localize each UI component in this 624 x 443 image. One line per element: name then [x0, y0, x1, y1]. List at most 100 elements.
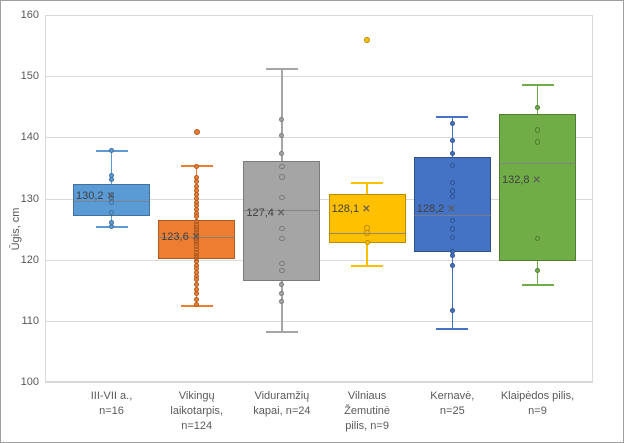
- data-point-open: [449, 234, 456, 241]
- category-label-line: n=25: [439, 405, 465, 417]
- category-label: III-VII a., n=16: [60, 389, 164, 419]
- whisker-cap-high: [521, 84, 554, 87]
- data-point: [279, 291, 285, 297]
- category-label-line: Kernavė,: [430, 390, 475, 402]
- data-point-open: [449, 179, 456, 186]
- category-label-line: Žemutinė: [344, 405, 391, 417]
- data-point-open: [449, 162, 456, 169]
- data-point-open: [279, 225, 285, 232]
- whisker-cap-low: [265, 330, 298, 333]
- data-point: [194, 296, 200, 302]
- category-label-line: pilis, n=9: [345, 420, 389, 432]
- whisker-cap-low: [436, 328, 469, 331]
- median-line: [413, 215, 491, 216]
- data-point: [279, 299, 285, 305]
- data-point: [449, 252, 455, 258]
- data-point: [194, 286, 200, 292]
- y-tick-label: 120: [20, 253, 39, 266]
- category-label-line: n=9: [528, 405, 547, 417]
- data-point: [279, 281, 285, 287]
- data-point: [194, 301, 200, 307]
- gridline: [45, 382, 593, 383]
- mean-marker: ✕: [362, 204, 371, 216]
- data-point-open: [534, 139, 541, 145]
- data-point: [194, 281, 200, 287]
- data-point-open: [279, 194, 285, 201]
- category-label: Klaipėdos pilis, n=9: [486, 389, 590, 419]
- y-tick-label: 130: [20, 192, 39, 205]
- category-label: Vilniaus Žemutinė pilis, n=9: [315, 389, 419, 434]
- mean-value-label: 132,8: [501, 174, 530, 187]
- data-point: [194, 291, 200, 297]
- data-point: [364, 240, 370, 246]
- gridline: [45, 76, 593, 78]
- outlier-point: [193, 128, 200, 135]
- category-label-line: Klaipėdos pilis,: [500, 390, 575, 402]
- data-point: [449, 151, 455, 157]
- data-point: [535, 267, 540, 273]
- data-point-open: [279, 163, 285, 170]
- data-point-open: [449, 188, 456, 194]
- whisker-cap-high: [351, 181, 384, 184]
- category-label: Kernavė, n=25: [400, 389, 504, 419]
- data-point-open: [193, 255, 200, 261]
- median-line: [499, 163, 576, 165]
- mean-marker: ✕: [191, 231, 201, 243]
- data-point: [449, 137, 455, 143]
- data-point: [109, 223, 114, 229]
- gridline: [45, 137, 593, 139]
- category-label-line: III-VII a.,: [90, 390, 133, 402]
- data-point: [279, 117, 285, 123]
- category-label-line: Vikingų: [178, 390, 215, 402]
- data-point-open: [279, 174, 285, 180]
- y-tick-label: 110: [21, 314, 39, 327]
- data-point: [449, 263, 455, 269]
- data-point: [449, 121, 455, 127]
- mean-value-label: 127,4: [246, 207, 274, 220]
- gridline: [45, 15, 593, 16]
- data-point-open: [279, 267, 285, 274]
- category-label-line: n=124: [181, 420, 213, 432]
- gridline: [45, 320, 593, 322]
- data-point-open: [108, 199, 115, 205]
- data-point-open: [279, 235, 285, 241]
- y-tick-label: 150: [20, 70, 39, 83]
- mean-marker: ✕: [276, 208, 286, 220]
- category-label: Viduramžių kapai, n=24: [230, 389, 334, 419]
- mean-value-label: 123,6: [161, 230, 189, 243]
- median-line: [243, 210, 321, 212]
- whisker-cap-low: [351, 265, 384, 268]
- data-point: [449, 307, 455, 313]
- category-label: Vikingų laikotarpis, n=124: [145, 389, 249, 434]
- data-point-open: [449, 226, 456, 232]
- category-label-line: n=16: [99, 405, 124, 417]
- mean-value-label: 128,1: [331, 203, 360, 216]
- data-point: [535, 104, 540, 110]
- data-point-open: [108, 209, 115, 216]
- data-point: [194, 214, 200, 220]
- data-point-open: [279, 260, 285, 267]
- whisker-cap-high: [265, 68, 298, 71]
- mean-marker: ✕: [532, 175, 541, 187]
- data-point: [279, 151, 285, 157]
- data-point-open: [449, 217, 456, 224]
- whisker-cap-low: [521, 283, 554, 286]
- data-point-open: [534, 127, 541, 133]
- data-point: [194, 163, 200, 169]
- data-point: [109, 148, 114, 154]
- data-point-open: [534, 235, 541, 241]
- mean-value-label: 128,2: [416, 202, 445, 215]
- mean-marker: ✕: [447, 203, 456, 215]
- outlier-point: [364, 37, 371, 44]
- data-point: [109, 177, 114, 183]
- y-tick-label: 140: [20, 131, 39, 144]
- category-label-line: Viduramžių: [254, 390, 310, 402]
- box[interactable]: [499, 114, 576, 262]
- data-point-open: [364, 230, 370, 236]
- data-point: [279, 132, 285, 138]
- category-label-line: laikotarpis,: [170, 405, 223, 417]
- mean-marker: ✕: [106, 191, 115, 203]
- whisker-cap-high: [436, 115, 469, 118]
- category-label-line: Vilniaus: [347, 390, 387, 402]
